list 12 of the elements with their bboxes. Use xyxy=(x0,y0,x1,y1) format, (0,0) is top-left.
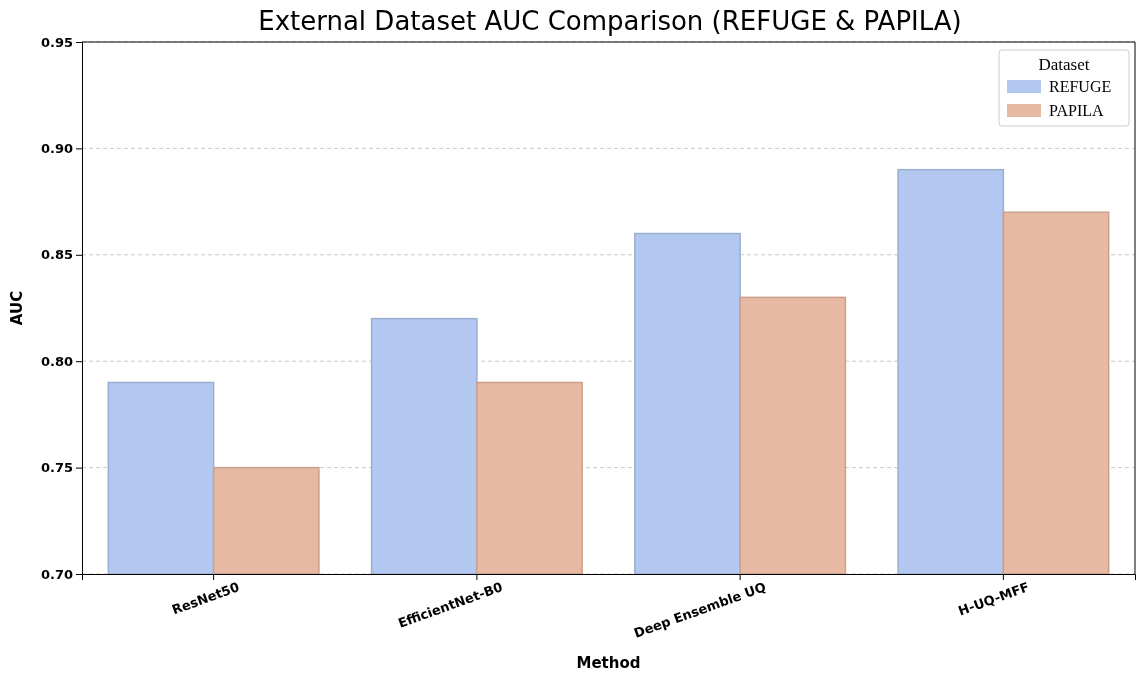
legend-label: REFUGE xyxy=(1049,78,1112,95)
y-tick-label: 0.75 xyxy=(40,460,73,476)
y-tick-label: 0.90 xyxy=(40,141,73,157)
y-tick-label: 0.80 xyxy=(40,353,73,369)
legend-label: PAPILA xyxy=(1049,102,1104,119)
x-axis-title: Method xyxy=(576,654,641,672)
y-tick-label: 0.95 xyxy=(40,34,73,50)
y-tick-label: 0.85 xyxy=(40,247,73,263)
y-axis-title: AUC xyxy=(8,290,26,326)
chart-title: External Dataset AUC Comparison (REFUGE & PAPILA) xyxy=(258,6,962,36)
legend-title: Dataset xyxy=(1038,55,1090,74)
y-tick-label: 0.70 xyxy=(40,566,73,582)
